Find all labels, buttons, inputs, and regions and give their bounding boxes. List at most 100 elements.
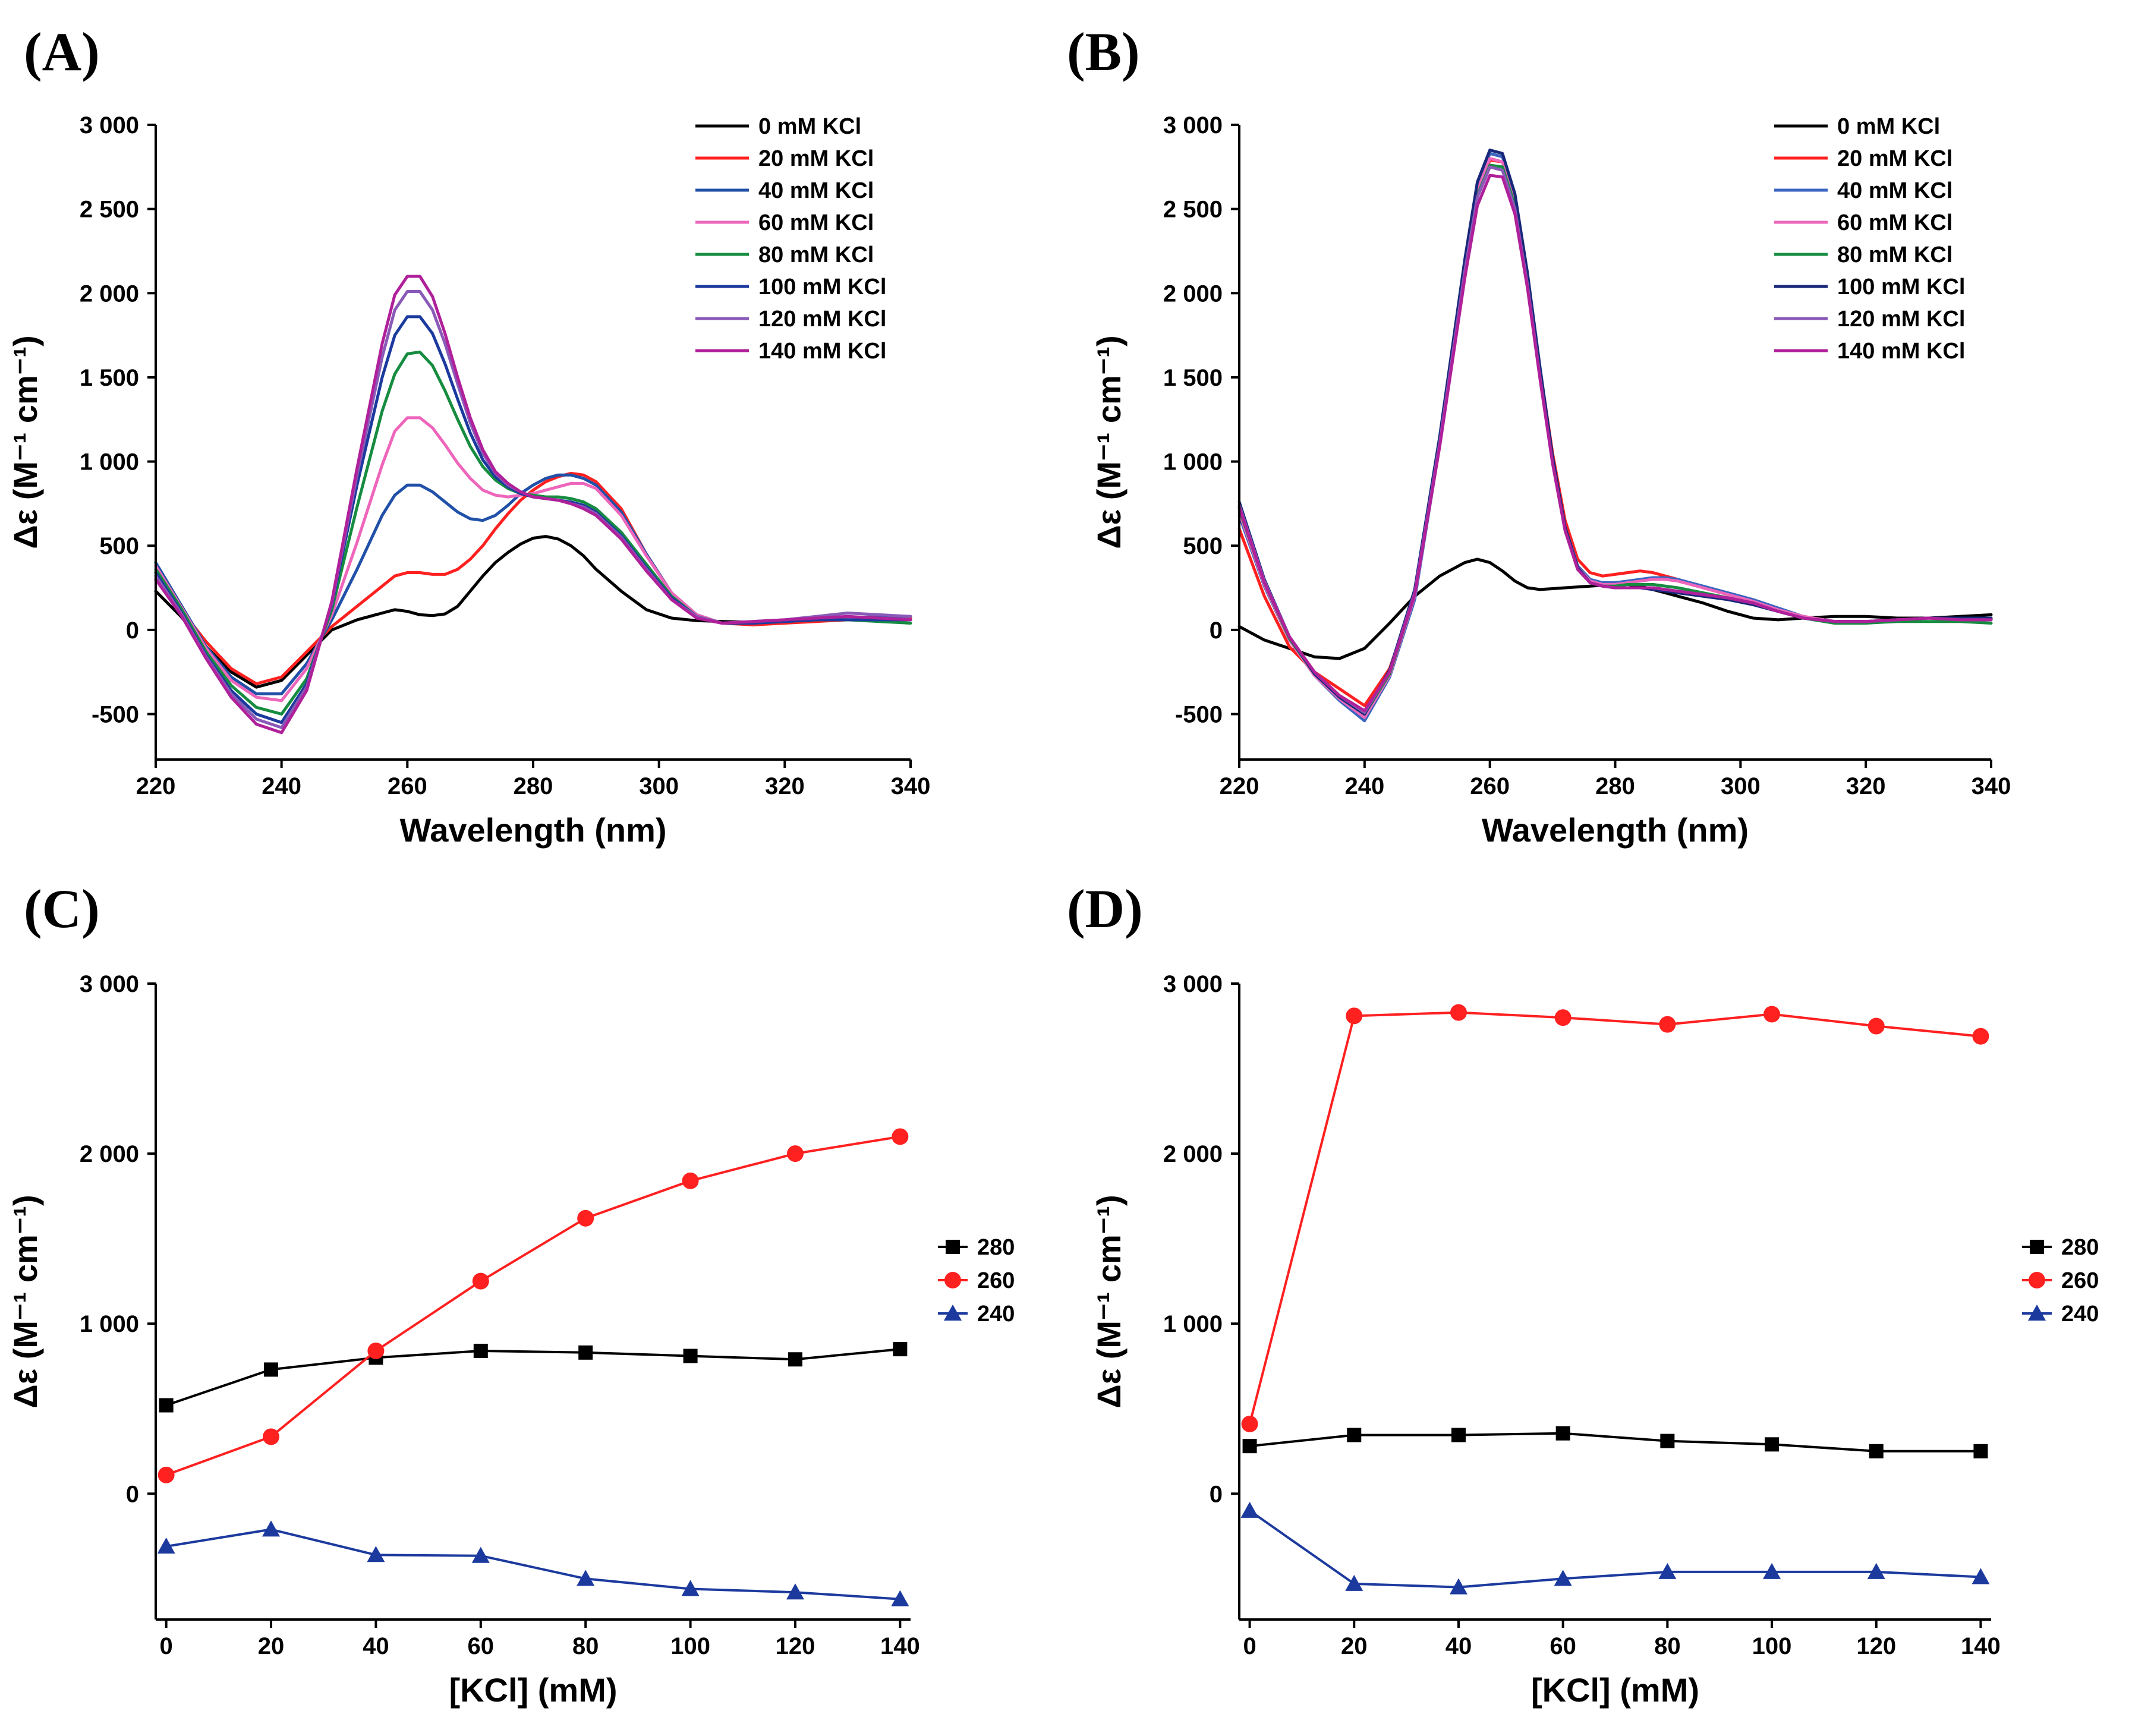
x-tick-label: 80 xyxy=(572,1633,599,1659)
y-tick-label: 2 000 xyxy=(1163,281,1223,307)
legend-label: 0 mM KCl xyxy=(1837,114,1940,139)
legend-label: 100 mM KCl xyxy=(1837,275,1965,300)
x-tick-label: 140 xyxy=(1961,1633,2001,1659)
x-tick-label: 0 xyxy=(1243,1633,1256,1659)
x-axis-title: Wavelength (nm) xyxy=(1482,811,1749,849)
legend-label: 140 mM KCl xyxy=(1837,339,1965,364)
panel-label: (B) xyxy=(1067,21,1140,82)
data-point-240 xyxy=(157,1537,175,1554)
x-tick-label: 100 xyxy=(1752,1633,1792,1659)
data-point-260 xyxy=(577,1209,594,1227)
data-point-280 xyxy=(893,1342,908,1357)
y-tick-label: -500 xyxy=(92,702,139,728)
x-tick-label: 260 xyxy=(1470,773,1510,799)
data-point-280 xyxy=(578,1345,593,1360)
y-tick-label: 1 000 xyxy=(80,449,139,475)
legend: 0 mM KCl 20 mM KCl 40 mM KCl 60 mM KCl 80 mM… xyxy=(695,114,886,364)
y-tick-label: 1 500 xyxy=(1163,365,1223,391)
data-point-240 xyxy=(1658,1562,1677,1579)
data-point-280 xyxy=(1660,1433,1675,1448)
legend-label: 80 mM KCl xyxy=(758,242,874,267)
x-tick-label: 320 xyxy=(765,773,805,799)
data-point-240 xyxy=(1554,1570,1572,1586)
y-axis-title: Δε (M⁻¹ cm⁻¹) xyxy=(1090,1195,1128,1408)
x-tick-label: 80 xyxy=(1654,1633,1681,1659)
data-point-260 xyxy=(1346,1007,1363,1025)
x-tick-label: 280 xyxy=(514,773,553,799)
legend-marker xyxy=(944,1305,962,1321)
legend-label: 280 xyxy=(2061,1235,2099,1260)
data-point-280 xyxy=(1555,1426,1570,1441)
data-point-240 xyxy=(1972,1568,1990,1584)
legend-label: 100 mM KCl xyxy=(758,275,886,300)
legend-marker xyxy=(2028,1305,2046,1321)
y-tick-label: 1 500 xyxy=(80,365,139,391)
legend-marker xyxy=(944,1272,961,1288)
x-tick-label: 120 xyxy=(776,1633,815,1659)
x-tick-label: 20 xyxy=(258,1633,285,1659)
legend-marker xyxy=(946,1240,960,1254)
legend-label: 140 mM KCl xyxy=(758,339,886,364)
data-point-280 xyxy=(473,1343,488,1358)
legend-label: 40 mM KCl xyxy=(1837,178,1953,203)
series-line-240 xyxy=(1248,1509,1982,1589)
y-tick-label: 500 xyxy=(99,533,139,559)
x-tick-label: 220 xyxy=(1220,773,1259,799)
legend: 280 260 240 xyxy=(938,1235,1015,1327)
y-axis-title: Δε (M⁻¹ cm⁻¹) xyxy=(7,335,44,549)
legend-marker xyxy=(2030,1240,2044,1254)
panel-label: (C) xyxy=(24,878,100,939)
data-point-240 xyxy=(262,1520,281,1537)
data-point-280 xyxy=(788,1352,802,1367)
legend-label: 60 mM KCl xyxy=(1837,210,1953,235)
y-tick-label: 1 000 xyxy=(80,1311,139,1337)
data-point-260 xyxy=(1450,1004,1467,1021)
series-line-280 xyxy=(165,1348,902,1407)
x-tick-label: 100 xyxy=(670,1633,710,1659)
data-point-280 xyxy=(1973,1444,1988,1458)
series-line-140-mM-KCl xyxy=(1237,174,1993,713)
data-point-280 xyxy=(1451,1428,1466,1442)
y-axis-title: Δε (M⁻¹ cm⁻¹) xyxy=(1090,335,1128,549)
data-point-260 xyxy=(786,1145,804,1162)
legend-label: 60 mM KCl xyxy=(758,210,874,235)
x-tick-label: 340 xyxy=(891,773,931,799)
x-tick-label: 140 xyxy=(880,1633,920,1659)
x-tick-label: 220 xyxy=(136,773,176,799)
series-group xyxy=(157,1128,909,1606)
y-tick-label: 1 000 xyxy=(1163,449,1223,475)
data-point-280 xyxy=(1765,1437,1780,1452)
data-point-260 xyxy=(1554,1009,1572,1026)
x-tick-label: 340 xyxy=(1972,773,2011,799)
series-line-240 xyxy=(165,1528,902,1600)
series-line-140-mM-KCl xyxy=(154,275,912,735)
panel-D: (D) 0 20 40 60 80 100 120 140 0 1 000 2 000 3 000 [KC… xyxy=(1067,878,2099,1709)
legend-label: 120 mM KCl xyxy=(758,307,886,332)
y-tick-label: 3 000 xyxy=(80,971,139,997)
data-point-240 xyxy=(1345,1574,1363,1591)
x-tick-label: 320 xyxy=(1846,773,1886,799)
panel-label: (D) xyxy=(1067,878,1143,939)
series-line-280 xyxy=(1248,1432,1982,1453)
x-tick-label: 300 xyxy=(639,773,679,799)
y-tick-label: 3 000 xyxy=(1163,112,1223,138)
legend: 280 260 240 xyxy=(2022,1235,2099,1327)
data-point-280 xyxy=(159,1398,174,1413)
y-tick-label: 3 000 xyxy=(1163,971,1223,997)
y-tick-label: 0 xyxy=(126,617,139,644)
legend-label: 280 xyxy=(977,1235,1015,1260)
legend-label: 0 mM KCl xyxy=(758,114,861,139)
data-point-280 xyxy=(264,1362,279,1377)
x-tick-label: 240 xyxy=(262,773,301,799)
data-point-240 xyxy=(1240,1501,1259,1518)
legend-label: 120 mM KCl xyxy=(1837,307,1965,332)
data-point-280 xyxy=(683,1349,698,1363)
y-tick-label: 2 500 xyxy=(1163,197,1223,223)
data-point-280 xyxy=(1347,1428,1362,1442)
x-tick-label: 260 xyxy=(388,773,427,799)
data-point-240 xyxy=(577,1570,595,1586)
x-tick-label: 280 xyxy=(1595,773,1635,799)
series-group xyxy=(1237,149,1993,723)
